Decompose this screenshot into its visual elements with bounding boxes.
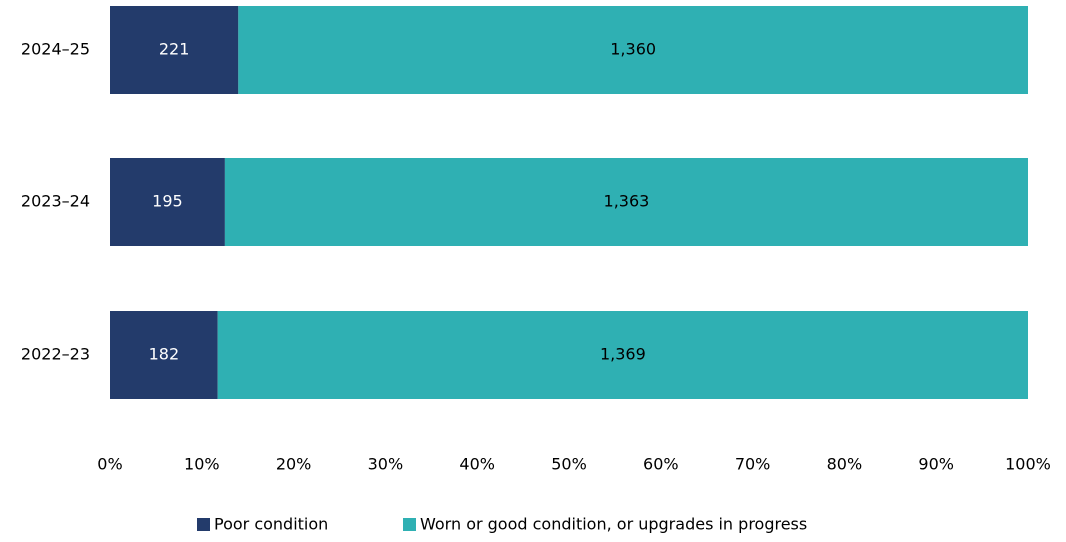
bar-segment: [110, 311, 218, 399]
data-label: 182: [149, 345, 180, 364]
bar-segment: [238, 6, 1029, 94]
x-tick-label: 40%: [459, 455, 495, 474]
data-label: 221: [159, 40, 190, 59]
legend-swatch: [197, 518, 210, 531]
bar-segment: [217, 311, 1029, 399]
legend-label: Worn or good condition, or upgrades in p…: [420, 515, 807, 534]
y-tick-label: 2022–23: [21, 345, 90, 364]
data-label: 195: [152, 192, 183, 211]
data-label: 1,369: [600, 345, 646, 364]
bar-segment: [110, 158, 225, 246]
y-tick-label: 2023–24: [21, 192, 90, 211]
legend-label: Poor condition: [214, 515, 328, 534]
bar-segment: [110, 6, 239, 94]
data-label: 1,363: [604, 192, 650, 211]
x-tick-label: 80%: [827, 455, 863, 474]
x-tick-label: 70%: [735, 455, 771, 474]
x-tick-label: 60%: [643, 455, 679, 474]
x-tick-label: 50%: [551, 455, 587, 474]
x-tick-label: 20%: [276, 455, 312, 474]
data-label: 1,360: [610, 40, 656, 59]
legend-swatch: [403, 518, 416, 531]
bar-segment: [224, 158, 1028, 246]
x-tick-label: 10%: [184, 455, 220, 474]
x-tick-label: 0%: [97, 455, 122, 474]
y-tick-label: 2024–25: [21, 40, 90, 59]
x-tick-label: 90%: [918, 455, 954, 474]
x-tick-label: 30%: [368, 455, 404, 474]
x-tick-label: 100%: [1005, 455, 1051, 474]
